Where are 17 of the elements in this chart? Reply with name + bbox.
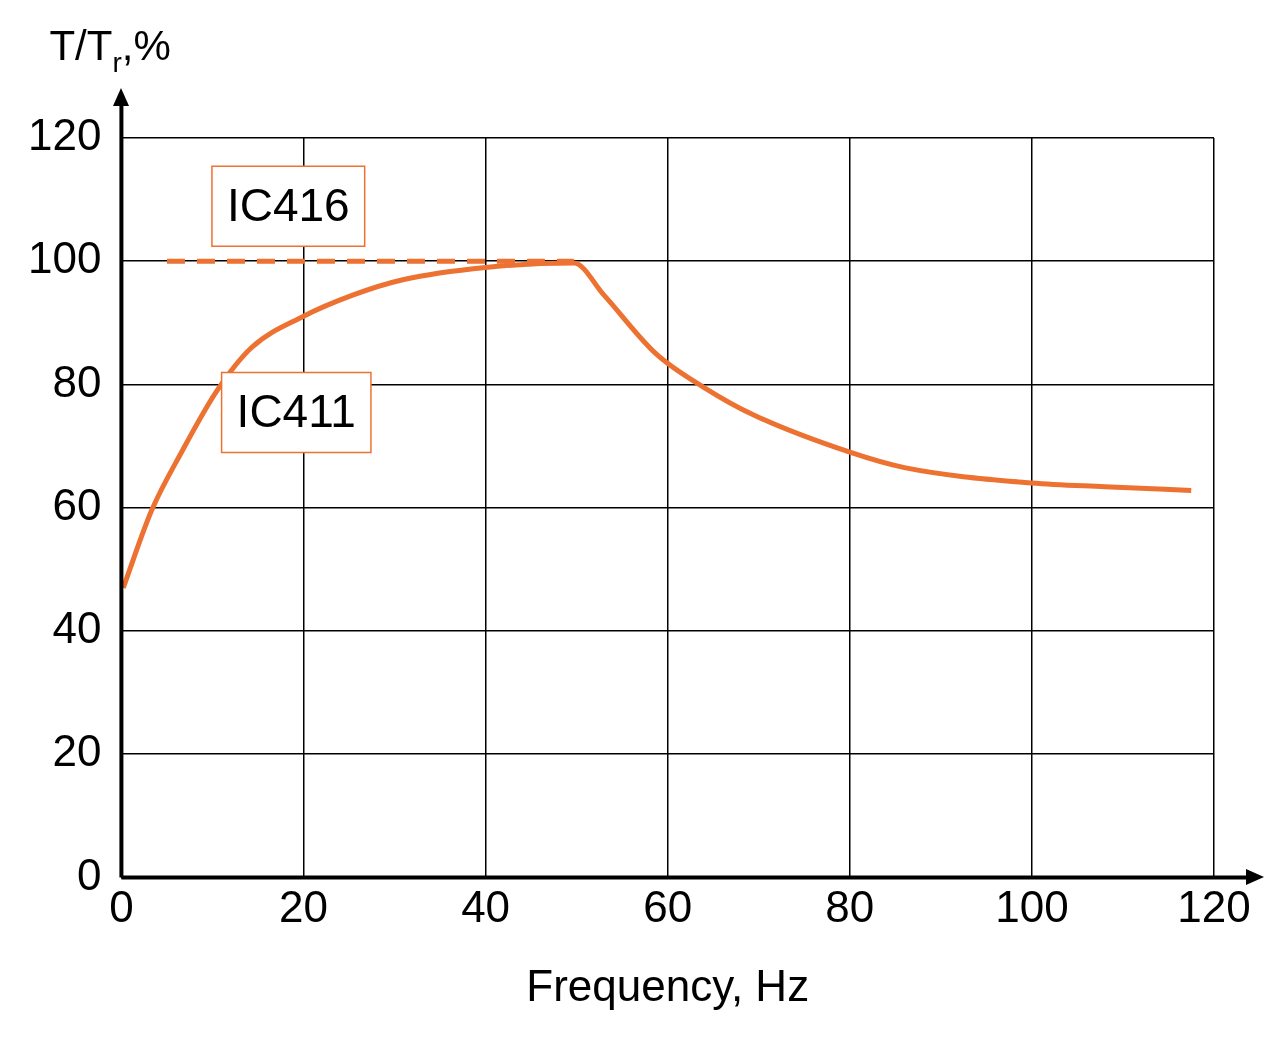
- x-tick-label: 0: [109, 881, 134, 931]
- y-tick-label: 40: [52, 603, 102, 653]
- y-tick-label: 60: [52, 479, 102, 529]
- x-tick-label: 20: [279, 881, 328, 931]
- series-label: IC416: [226, 178, 350, 231]
- y-tick-label: 120: [27, 110, 102, 160]
- y-tick-label: 0: [76, 849, 102, 899]
- series-label: IC411: [236, 385, 356, 438]
- x-axis-title: Frequency, Hz: [526, 960, 810, 1010]
- x-tick-label: 100: [995, 881, 1069, 931]
- y-tick-label: 20: [52, 726, 102, 776]
- x-tick-label: 120: [1177, 881, 1251, 931]
- x-tick-label: 60: [643, 881, 693, 931]
- x-tick-label: 80: [825, 881, 875, 931]
- y-tick-label: 100: [27, 233, 102, 283]
- x-tick-label: 40: [461, 881, 511, 931]
- y-tick-label: 80: [52, 356, 102, 406]
